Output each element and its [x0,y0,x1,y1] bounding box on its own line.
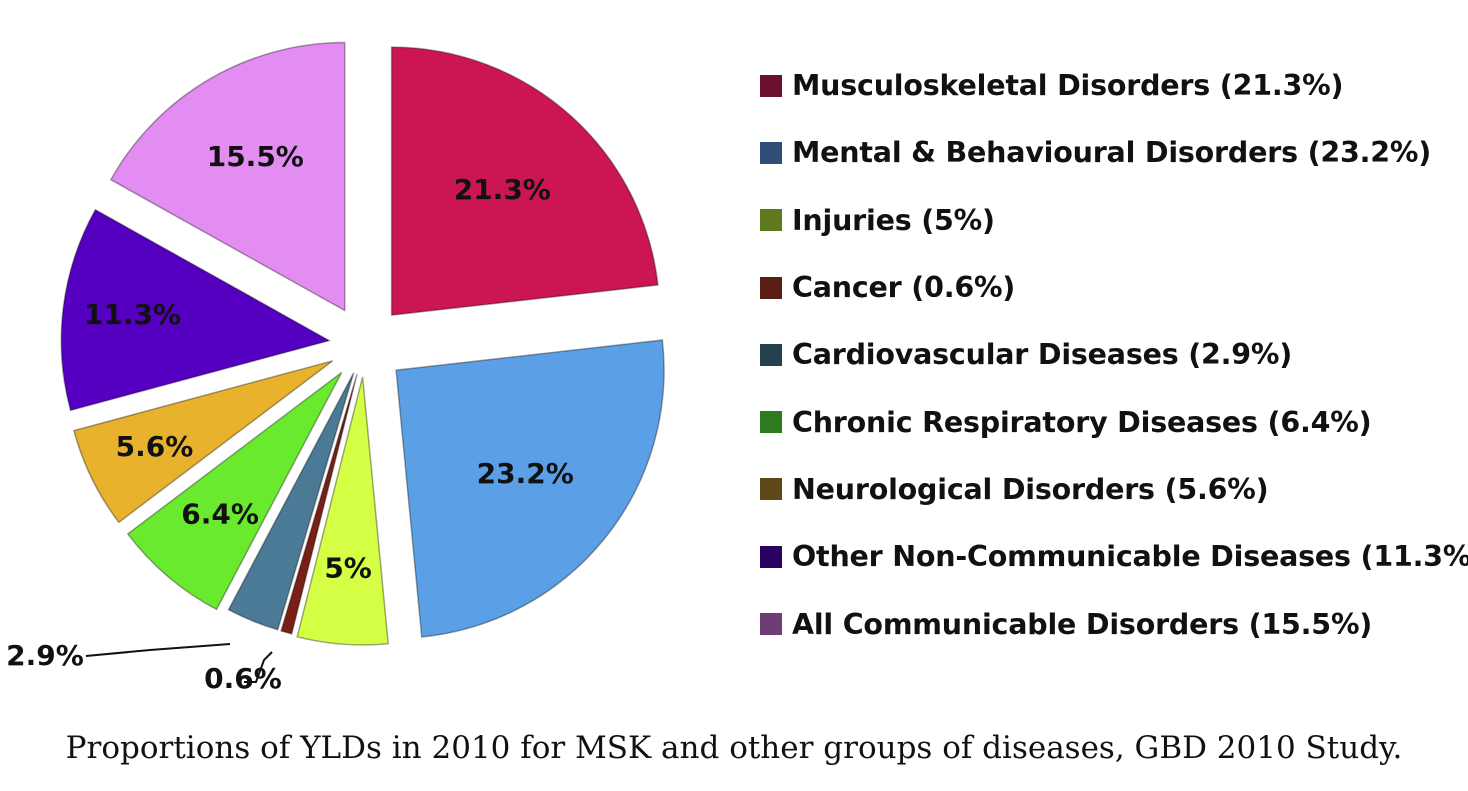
slice-label-other-non-communicable-diseases: 11.3% [84,298,181,331]
legend-item: Neurological Disorders (5.6%) [760,456,1468,523]
chart-legend: Musculoskeletal Disorders (21.3%) Mental … [760,52,1468,658]
legend-item: Other Non-Communicable Diseases (11.3%) [760,523,1468,590]
legend-swatch [760,478,782,501]
legend-item: All Communicable Disorders (15.5%) [760,590,1468,657]
leader-line-cancer [244,651,273,683]
legend-swatch [760,411,782,434]
pie-slice-chronic-respiratory-diseases [126,371,343,611]
slice-label-musculoskeletal-disorders: 21.3% [454,173,551,206]
legend-label: Cancer (0.6%) [792,271,1016,305]
pie-slice-musculoskeletal-disorders [390,46,659,316]
legend-item: Mental & Behavioural Disorders (23.2%) [760,119,1468,186]
legend-label: Chronic Respiratory Diseases (6.4%) [792,405,1372,439]
pie-slice-neurological-disorders [73,360,334,524]
legend-item: Cancer (0.6%) [760,254,1468,321]
slice-label-cancer: 0.6% [204,662,282,695]
slice-label-cardiovascular-diseases: 2.9% [6,639,84,672]
legend-swatch [760,545,782,568]
legend-label: Neurological Disorders (5.6%) [792,472,1269,506]
legend-label: Injuries (5%) [792,203,995,237]
legend-swatch [760,74,782,97]
legend-item: Chronic Respiratory Diseases (6.4%) [760,388,1468,455]
legend-swatch [760,209,782,232]
legend-swatch [760,141,782,164]
legend-swatch [760,343,782,366]
slice-label-neurological-disorders: 5.6% [116,430,194,463]
leader-line-cardiovascular-diseases [85,643,231,657]
slice-label-injuries: 5% [324,551,372,584]
legend-swatch [760,276,782,299]
legend-label: Cardiovascular Diseases (2.9%) [792,338,1293,372]
legend-label: Mental & Behavioural Disorders (23.2%) [792,136,1432,170]
pie-slice-mental-behavioural-disorders [395,339,665,638]
legend-label: Other Non-Communicable Diseases (11.3%) [792,540,1468,574]
legend-label: All Communicable Disorders (15.5%) [792,607,1373,641]
legend-swatch [760,613,782,636]
figure-caption: Proportions of YLDs in 2010 for MSK and … [65,730,1403,766]
slice-label-chronic-respiratory-diseases: 6.4% [181,497,259,530]
pie-slice-all-communicable-disorders [109,41,346,312]
slice-label-mental-behavioural-disorders: 23.2% [477,457,574,490]
legend-item: Cardiovascular Diseases (2.9%) [760,321,1468,388]
pie-chart: 21.3% 23.2% 5% 0.6% 2.9% 6.4% 5.6% 11.3% 15.5% [6,41,665,695]
legend-item: Musculoskeletal Disorders (21.3%) [760,52,1468,119]
legend-label: Musculoskeletal Disorders (21.3%) [792,69,1344,103]
slice-label-all-communicable-disorders: 15.5% [207,140,304,173]
pie-slice-injuries [296,376,390,646]
pie-slice-other-non-communicable-diseases [60,208,332,412]
legend-item: Injuries (5%) [760,187,1468,254]
pie-slice-cardiovascular-diseases [227,372,355,631]
pie-slice-cancer [280,373,358,635]
